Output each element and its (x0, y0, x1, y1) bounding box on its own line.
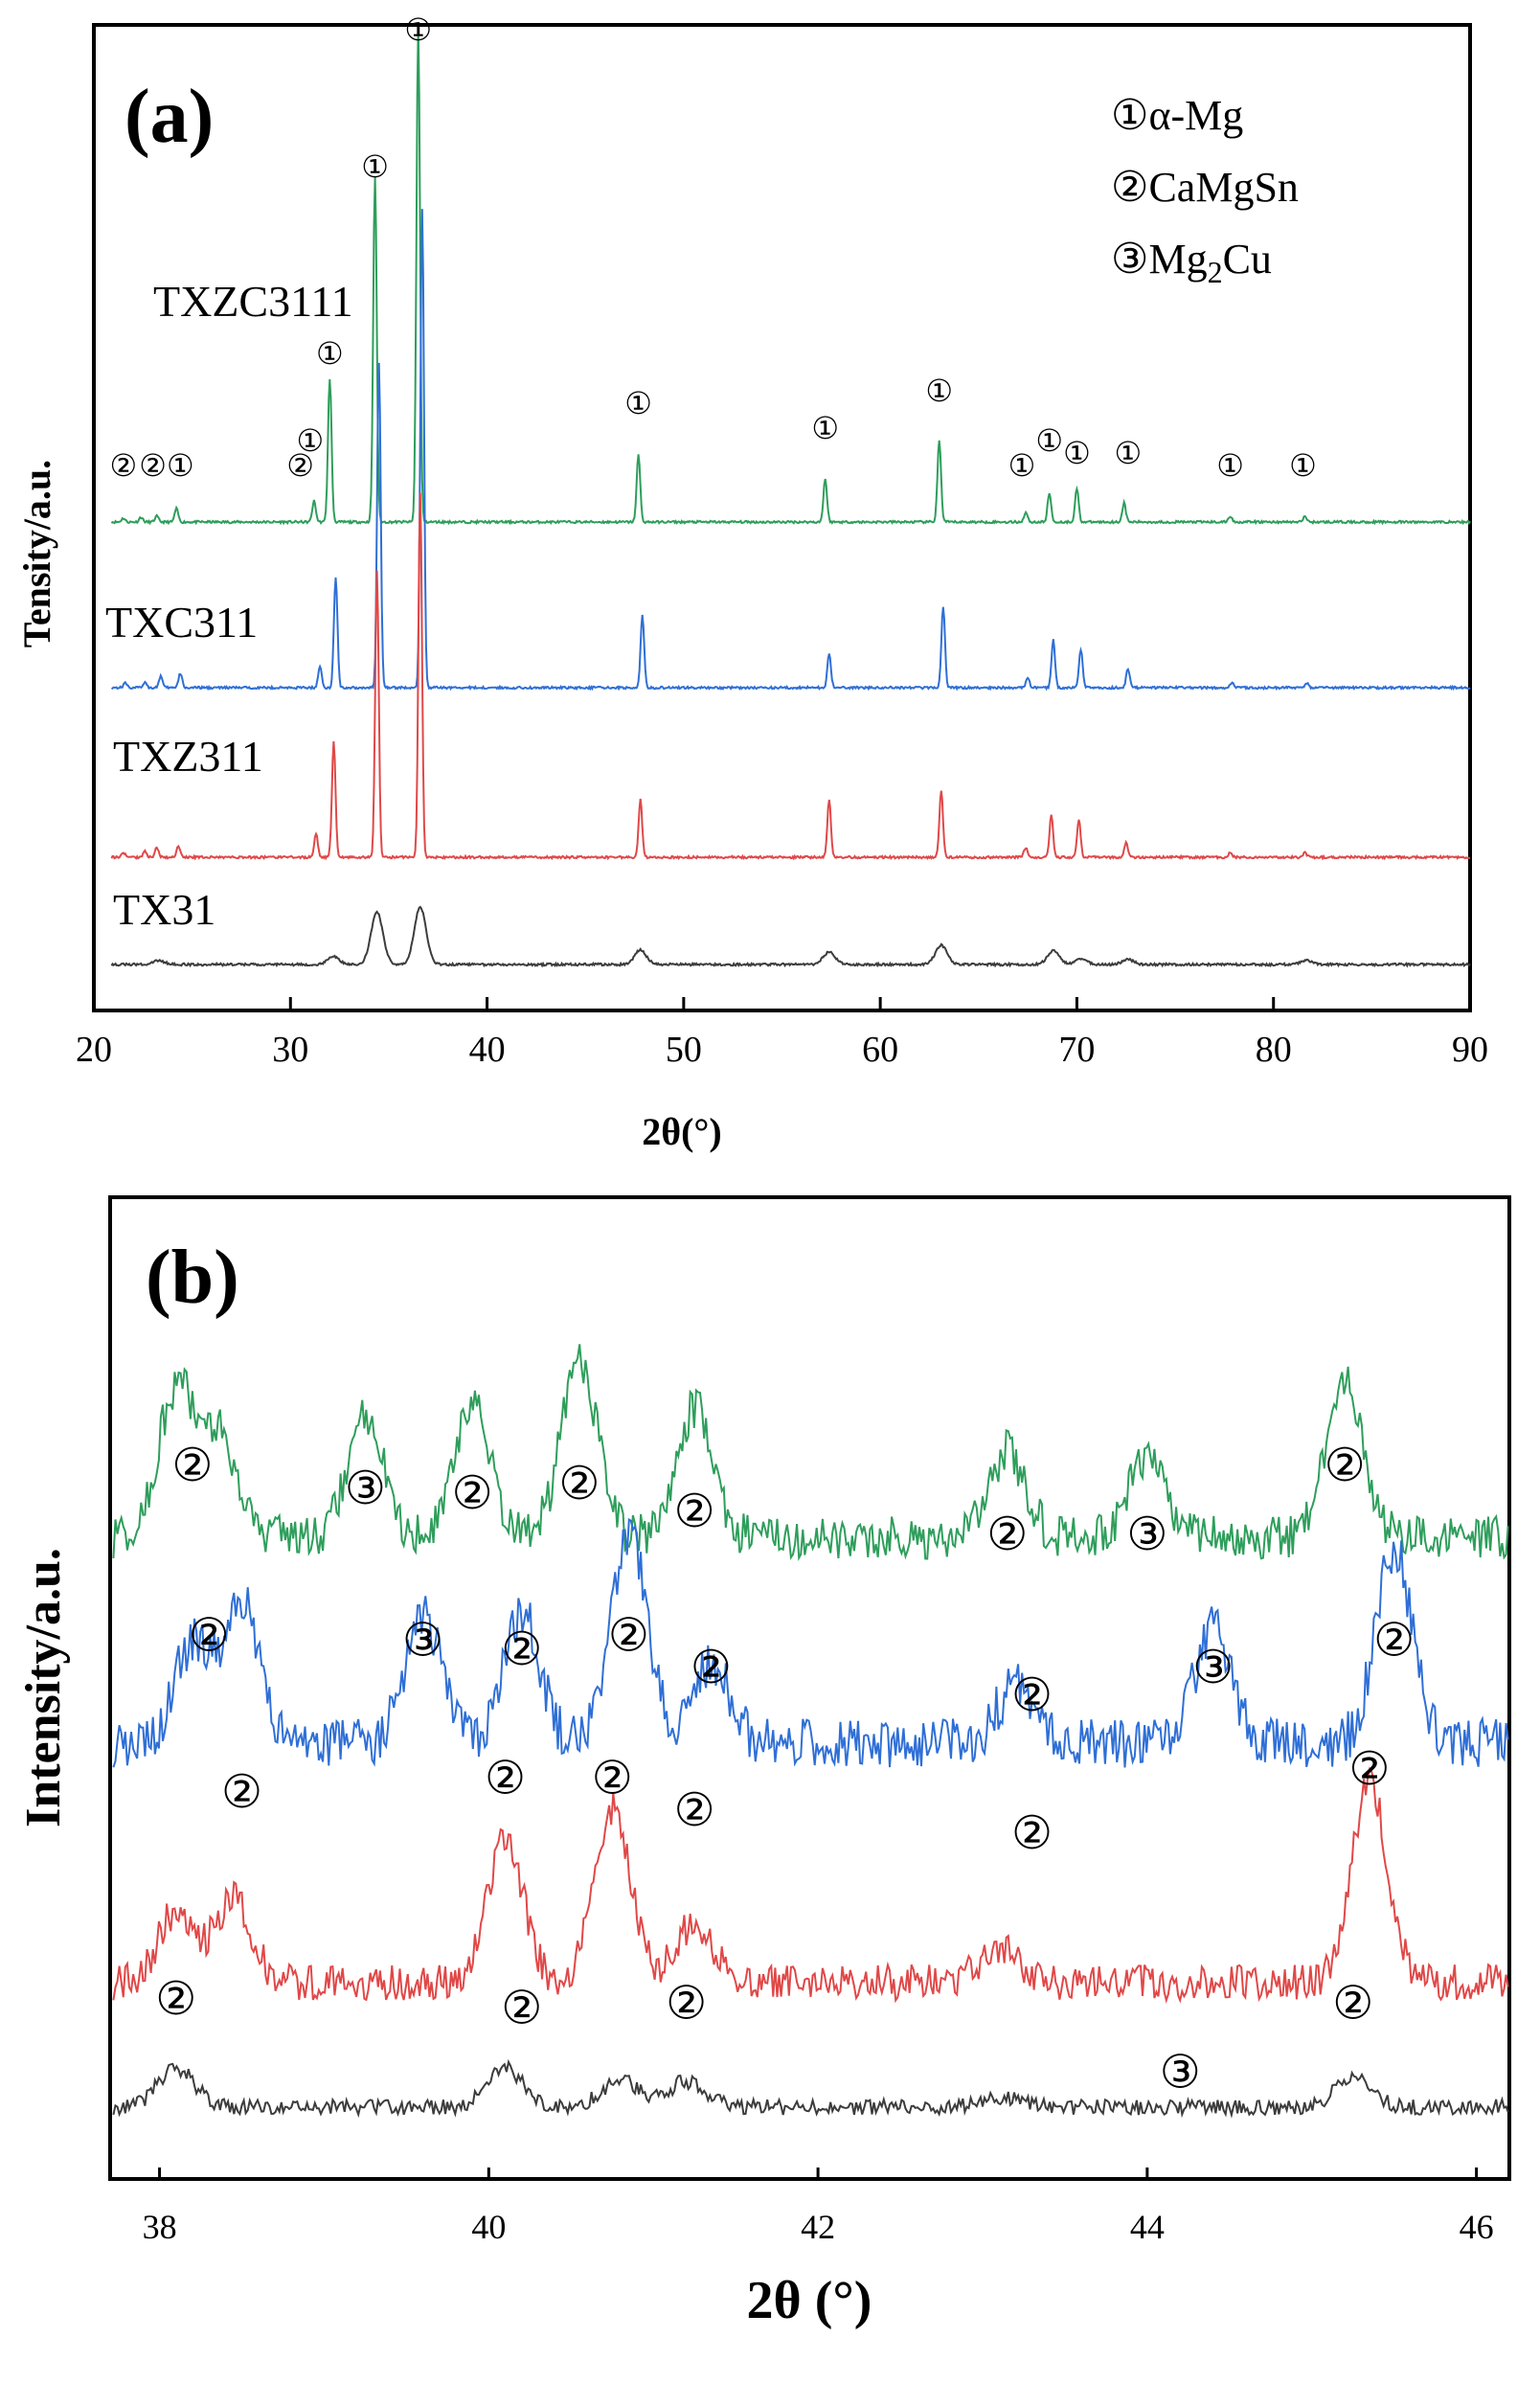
panel-a-x-tick-label: 30 (272, 1030, 308, 1070)
panel-a-x-tick-label: 20 (76, 1030, 112, 1070)
panel-a-peak-marker: ① (1063, 436, 1091, 470)
panel-b-peak-marker: ③ (1126, 1509, 1167, 1560)
panel-a-x-axis-label: 2θ(°) (642, 1110, 722, 1153)
panel-b-peak-marker: ② (1011, 1670, 1053, 1721)
panel-a-x-tick-label: 40 (469, 1030, 506, 1070)
panel-b-peak-marker: ② (485, 1753, 526, 1804)
panel-a-label: (a) (125, 75, 214, 159)
panel-a-series-name: TX31 (113, 885, 215, 934)
panel-a-peak-marker: ① (316, 336, 344, 371)
panel-b-peak-marker: ③ (1192, 1643, 1234, 1693)
panel-a-series-line (110, 492, 1471, 861)
legend-mg2cu-part-2: Cu (1223, 236, 1272, 283)
panel-a-peak-marker: ① (624, 386, 652, 420)
legend-mg2cu-part-1: ③Mg (1111, 236, 1208, 283)
panel-a-x-tick-label: 50 (666, 1030, 702, 1070)
panel-b-peak-marker: ② (501, 1983, 542, 2033)
panel-b: (b) 2θ (°) Intensity/a.u. 38 40 42 44 46 ② ③ ②… (16, 1195, 1511, 2330)
panel-b-x-axis-label: 2θ (°) (747, 2271, 872, 2330)
panel-a-peak-marker: ① (1216, 448, 1244, 483)
panel-b-peak-marker: ② (501, 1624, 542, 1675)
panel-b-peak-marker: ② (1325, 1441, 1366, 1491)
panel-b-peak-marker: ② (1332, 1979, 1373, 2030)
panel-a-series-name: TXC311 (105, 598, 258, 647)
panel-a-x-tick-label: 90 (1452, 1030, 1488, 1070)
panel-a-series-line (110, 905, 1471, 968)
legend-item-mg2cu: ③Mg2Cu (1111, 236, 1272, 289)
panel-a-peak-marker: ① (167, 448, 194, 483)
panel-b-peak-marker: ② (1011, 1808, 1053, 1859)
panel-a-peak-marker: ① (404, 12, 432, 47)
panel-b-peak-marker: ② (592, 1753, 633, 1804)
panel-b-x-ticks: 38 40 42 44 46 (143, 2167, 1494, 2246)
panel-a-peak-marker: ① (1289, 448, 1317, 483)
panel-b-peak-marker: ② (674, 1785, 715, 1836)
panel-b-peak-marker: ③ (1160, 2048, 1201, 2099)
panel-a-peak-marker: ① (811, 411, 839, 445)
panel-a: (a) 2θ(°) Tensity/a.u. 20 30 40 50 60 70 80 90 … (15, 12, 1488, 1153)
panel-a-series (110, 24, 1471, 968)
panel-b-peak-marker: ② (986, 1509, 1028, 1560)
panel-a-legend: ①α-Mg ②CaMgSn ③Mg2Cu (1111, 92, 1299, 289)
panel-a-series-line (111, 209, 1471, 692)
panel-a-peak-marker: ① (296, 423, 324, 458)
panel-a-series-names: TXZC3111 TXC311 TXZ311 TX31 (105, 277, 353, 934)
legend-mg2cu-subscript: 2 (1208, 255, 1223, 289)
panel-b-series-line (112, 1344, 1509, 1561)
panel-b-peak-marker: ② (189, 1611, 230, 1662)
panel-b-peak-marker: ② (558, 1459, 600, 1509)
panel-a-peak-marker: ① (1114, 436, 1142, 470)
panel-b-peak-marker: ② (171, 1441, 213, 1491)
panel-a-peak-marker: ① (1008, 448, 1036, 483)
panel-b-series-line (112, 2058, 1509, 2119)
panel-b-series (112, 1344, 1509, 2119)
panel-b-x-tick-label: 40 (471, 2208, 506, 2246)
legend-item-alpha-mg: ①α-Mg (1111, 92, 1243, 139)
panel-b-peak-marker: ③ (345, 1464, 386, 1514)
panel-a-x-tick-label: 80 (1256, 1030, 1292, 1070)
panel-b-series-line (112, 1517, 1509, 1768)
panel-b-peak-marker: ② (608, 1611, 649, 1662)
panel-a-x-ticks: 20 30 40 50 60 70 80 90 (76, 997, 1488, 1070)
panel-a-peak-marker: ① (925, 374, 953, 408)
panel-a-peak-marker: ① (361, 149, 389, 184)
panel-a-series-line (110, 24, 1471, 526)
panel-b-label: (b) (146, 1236, 239, 1320)
panel-b-peak-marker: ③ (402, 1615, 443, 1666)
panel-a-x-tick-label: 70 (1058, 1030, 1095, 1070)
panel-b-plot-frame (108, 1195, 1511, 2181)
panel-b-x-tick-label: 38 (143, 2208, 177, 2246)
panel-a-plot-frame (92, 23, 1472, 1012)
panel-b-peak-marker: ② (1348, 1744, 1390, 1795)
panel-b-peak-marker: ② (1373, 1615, 1415, 1666)
panel-b-x-tick-label: 46 (1460, 2208, 1494, 2246)
panel-b-x-tick-label: 44 (1130, 2208, 1165, 2246)
legend-item-camgsn: ②CaMgSn (1111, 164, 1299, 211)
panel-b-x-tick-label: 42 (801, 2208, 835, 2246)
panel-b-peak-marker: ② (674, 1487, 715, 1537)
panel-a-y-axis-label: Tensity/a.u. (15, 460, 58, 647)
panel-a-peak-marker: ① (1035, 423, 1063, 458)
panel-b-peak-marker: ② (691, 1643, 732, 1693)
panel-b-series-line (112, 1766, 1509, 2005)
panel-b-peak-marker: ② (666, 1979, 707, 2030)
panel-b-peak-marker: ② (221, 1767, 262, 1818)
panel-a-peak-marker: ② (139, 448, 167, 483)
panel-a-series-name: TXZ311 (113, 732, 263, 781)
panel-a-series-name: TXZC3111 (153, 277, 353, 326)
panel-b-peak-marker: ② (452, 1468, 493, 1519)
panel-a-x-tick-label: 60 (862, 1030, 898, 1070)
panel-b-y-axis-label: Intensity/a.u. (16, 1548, 71, 1827)
panel-b-peak-marker: ② (155, 1974, 196, 2025)
panel-a-peak-marker: ② (109, 448, 137, 483)
panel-a-peak-marker: ② (286, 448, 314, 483)
